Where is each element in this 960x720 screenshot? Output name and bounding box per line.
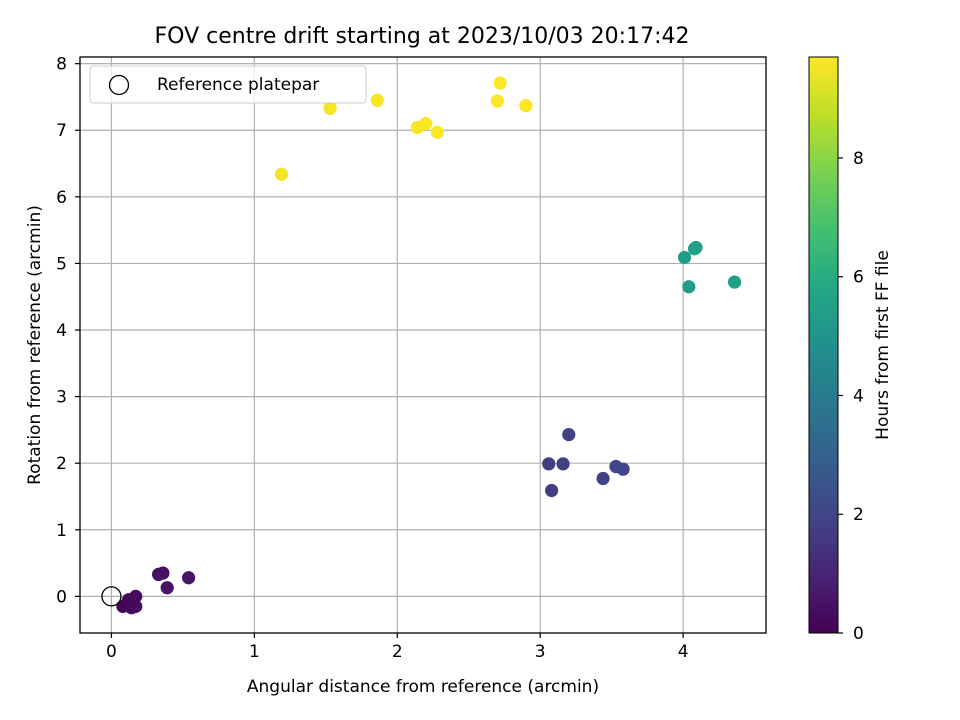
y-tick-label: 7 [56, 121, 67, 141]
colorbar-tick-label: 0 [853, 624, 864, 644]
legend-box [89, 65, 367, 104]
colorbar-tick-label: 2 [853, 505, 864, 525]
x-axis-ticks: 0 1 2 3 4 [106, 633, 689, 662]
y-tick-label: 4 [56, 321, 67, 341]
y-tick-label: 3 [56, 388, 67, 408]
data-point [596, 471, 610, 486]
data-point [370, 93, 384, 107]
data-point [519, 99, 533, 113]
data-point [727, 275, 742, 289]
colorbar-label: Hours from first FF file [873, 250, 893, 440]
data-point [182, 571, 196, 585]
reference-platepar-marker [101, 586, 122, 607]
data-point [682, 280, 696, 294]
grid-lines [80, 57, 766, 633]
legend: Reference platepar [89, 65, 367, 104]
x-axis-label: Angular distance from reference (arcmin) [247, 677, 599, 697]
colorbar-tick-label: 4 [853, 386, 864, 406]
data-point [430, 125, 444, 139]
chart-title: FOV centre drift starting at 2023/10/03 … [155, 24, 690, 49]
y-axis-label: Rotation from reference (arcmin) [25, 205, 45, 485]
y-tick-label: 6 [56, 188, 67, 208]
y-tick-label: 1 [56, 521, 67, 541]
data-point [129, 599, 143, 613]
data-point [556, 457, 570, 471]
data-point [156, 566, 170, 580]
y-tick-label: 2 [56, 454, 67, 474]
data-point [689, 240, 703, 255]
data-point [542, 457, 556, 471]
data-point [129, 589, 143, 603]
colorbar-tick-label: 8 [853, 149, 864, 169]
colorbar: 0 2 4 6 8 Hours from first FF file [808, 56, 893, 644]
y-axis-ticks: 0 1 2 3 4 5 6 7 8 [56, 55, 80, 607]
data-point [545, 483, 559, 498]
colorbar-tick-label: 6 [853, 268, 864, 288]
data-point [490, 94, 504, 108]
x-tick-label: 4 [678, 642, 689, 662]
y-tick-label: 8 [56, 55, 67, 75]
data-point [616, 462, 630, 476]
scatter-points [116, 76, 742, 615]
data-point [677, 250, 692, 265]
colorbar-ticks: 0 2 4 6 8 [838, 149, 864, 644]
data-point [323, 101, 337, 115]
data-point [274, 167, 289, 181]
reference-marker [101, 586, 122, 607]
x-tick-label: 1 [249, 642, 260, 662]
y-tick-label: 5 [56, 254, 67, 274]
legend-marker-circle [108, 74, 130, 96]
colorbar-gradient [808, 56, 839, 634]
x-tick-label: 2 [392, 642, 403, 662]
data-point [160, 581, 174, 595]
plot-area-frame [79, 56, 767, 634]
data-point [419, 116, 433, 131]
legend-label: Reference platepar [157, 75, 319, 95]
x-tick-label: 3 [535, 642, 546, 662]
data-point [562, 427, 576, 442]
data-point [493, 76, 507, 90]
y-tick-label: 0 [56, 587, 67, 607]
x-tick-label: 0 [106, 642, 117, 662]
